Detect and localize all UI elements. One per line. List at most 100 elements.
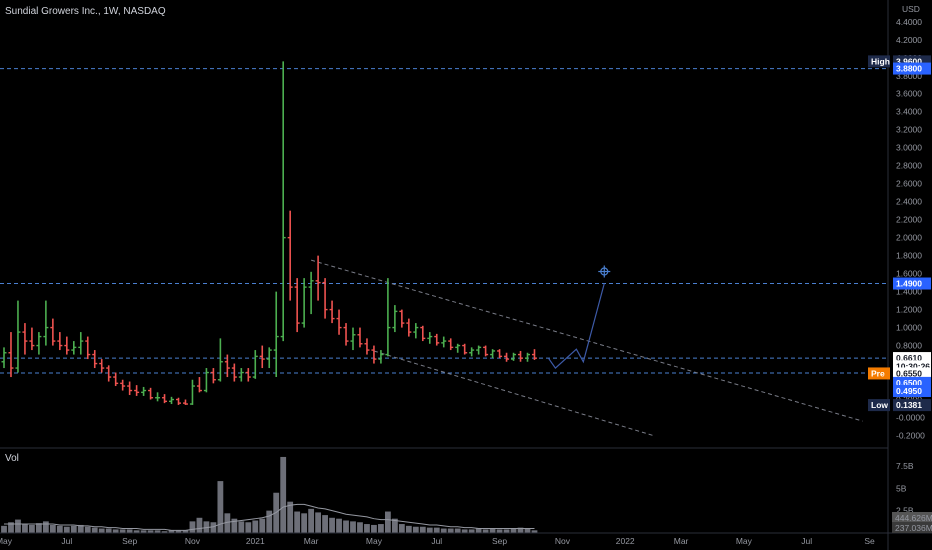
ohlc-bar: [78, 332, 84, 355]
volume-bar: [49, 524, 56, 533]
trend-line-0: [310, 259, 863, 422]
price-tag-bg: [893, 367, 931, 380]
volume-bar: [63, 526, 70, 533]
volume-tag-bg: [892, 512, 932, 523]
ohlc-bar: [92, 350, 98, 369]
volume-bar: [91, 527, 98, 533]
price-tick-label: 1.8000: [896, 251, 922, 261]
volume-bar: [336, 518, 342, 533]
horizontal-levels[interactable]: [0, 68, 888, 374]
price-tick-label: 2.8000: [896, 161, 922, 171]
volume-bar: [475, 528, 482, 533]
volume-bar: [503, 529, 510, 533]
ohlc-bar: [462, 343, 468, 355]
volume-bar: [524, 528, 531, 533]
ohlc-bar: [1, 347, 7, 369]
time-axis[interactable]: May Jul Sep Nov 2021 Mar May Jul Sep Nov 2022 Mar Ma…: [0, 536, 875, 546]
ohlc-bar: [322, 278, 328, 319]
price-tick-label: 1.4000: [896, 287, 922, 297]
ohlc-bar: [294, 278, 300, 333]
ohlc-bar: [441, 336, 447, 348]
volume-bar: [119, 529, 126, 533]
ohlc-bar: [182, 399, 188, 405]
time-tick-label: Nov: [185, 536, 201, 546]
volume-bar: [8, 522, 14, 533]
ohlc-bar: [29, 327, 35, 351]
price-tag-bg: [893, 62, 931, 75]
price-tick-label: 3.6000: [896, 89, 922, 99]
price-tick-label: 2.0000: [896, 233, 922, 243]
ohlc-bar: [287, 210, 293, 301]
ohlc-bar: [364, 338, 370, 355]
price-tag-value: 0.1381: [896, 400, 922, 410]
ohlc-bar: [385, 278, 391, 357]
time-tick-label: May: [0, 536, 13, 546]
volume-bar: [1, 525, 7, 533]
volume-bar: [231, 518, 238, 533]
price-tick-label: 2.6000: [896, 179, 922, 189]
price-tag-bg: [893, 399, 931, 412]
volume-bar: [217, 481, 224, 533]
volume-bar: [84, 526, 91, 533]
price-axis[interactable]: 4.40004.20004.00003.80003.60003.40003.20…: [896, 17, 925, 441]
ohlc-bar: [413, 323, 419, 339]
volume-bar: [252, 520, 259, 533]
volume-bar: [224, 513, 231, 533]
ohlc-bar: [490, 349, 496, 359]
volume-bar: [238, 521, 245, 533]
ohlc-bar: [113, 372, 119, 387]
ohlc-bar: [127, 381, 133, 396]
projection-line: [547, 283, 605, 369]
volume-bars: [1, 456, 538, 533]
volume-bar: [259, 518, 266, 533]
volume-bar: [433, 527, 440, 533]
volume-bar: [182, 530, 189, 533]
ohlc-bar: [399, 309, 405, 328]
volume-bar: [287, 501, 294, 533]
ohlc-bar: [343, 323, 349, 346]
ohlc-bar: [148, 387, 154, 400]
time-tick-label: 2021: [246, 536, 265, 546]
volume-bar: [126, 529, 133, 533]
volume-bar: [517, 527, 524, 533]
trend-line-1: [373, 350, 654, 436]
ohlc-bar: [301, 278, 307, 328]
ohlc-bar: [162, 394, 168, 404]
ohlc-bar: [245, 368, 251, 382]
trend-lines[interactable]: [310, 259, 863, 436]
ohlc-bar: [350, 327, 356, 351]
ohlc-bar: [511, 352, 517, 361]
ohlc-bar: [196, 377, 202, 393]
volume-bar: [168, 530, 175, 533]
price-tag-value: 0.6550: [896, 368, 922, 378]
volume-bar: [343, 520, 349, 533]
volume-bar: [36, 523, 42, 533]
price-tick-label: 3.8000: [896, 71, 922, 81]
ohlc-bar: [106, 365, 112, 382]
price-tag-bg: [893, 277, 931, 290]
ohlc-bar: [329, 300, 335, 324]
volume-bar: [98, 528, 105, 533]
volume-bar: [426, 527, 433, 533]
ohlc-bar: [371, 345, 377, 364]
price-tick-label: 0.8000: [896, 341, 922, 351]
ohlc-bar: [224, 354, 230, 378]
volume-bar: [468, 529, 475, 533]
volume-bar: [70, 525, 77, 533]
ohlc-bar: [36, 332, 42, 355]
volume-bar: [266, 510, 273, 533]
ohlc-bar: [176, 397, 181, 405]
projection-path[interactable]: [547, 265, 611, 369]
volume-bar: [412, 526, 419, 533]
price-tick-label: 1.0000: [896, 323, 922, 333]
ohlc-bar: [217, 338, 223, 382]
volume-bar: [315, 512, 321, 533]
ohlc-bar: [57, 332, 63, 351]
volume-bar: [22, 524, 28, 533]
volume-bar: [301, 513, 308, 533]
time-tick-label: Jul: [431, 536, 442, 546]
volume-bar: [245, 522, 252, 533]
volume-bar: [196, 517, 203, 533]
